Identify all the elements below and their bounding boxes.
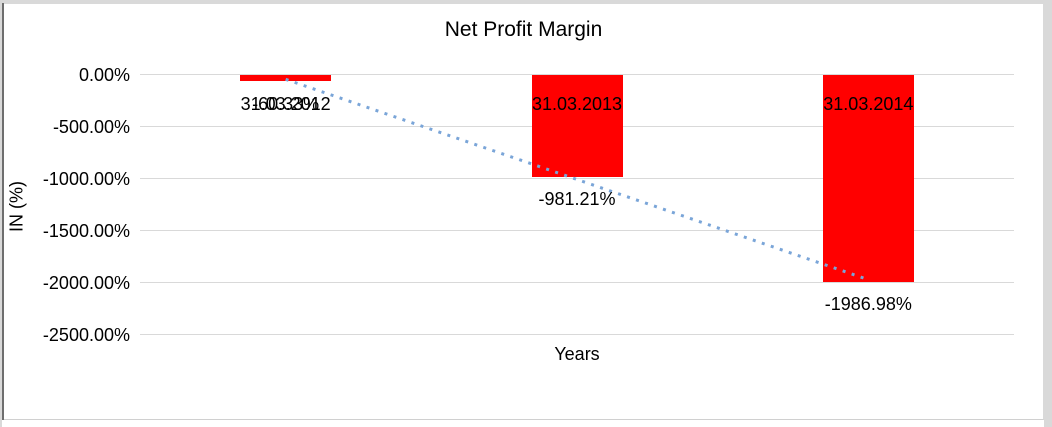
category-label-31.03.2012: 31.03.2012: [240, 94, 331, 114]
chart-panel: Net Profit Margin IN (%) 0.00% -500.00% -1…: [4, 4, 1044, 420]
frame-border-right: [1044, 0, 1052, 427]
category-label-31.03.2014: 31.03.2014: [823, 94, 914, 114]
y-tick-label: -1000.00%: [42, 168, 130, 189]
frame-border-top: [0, 0, 1052, 4]
gridline: [140, 282, 1014, 283]
x-axis-title: Years: [554, 344, 600, 364]
y-tick-label: -2000.00%: [42, 272, 130, 293]
frame-border-left: [0, 0, 2, 427]
bar-31.03.2013: [531, 75, 623, 178]
bar-31.03.2012: [240, 75, 332, 82]
data-label-31.03.2012: -60.33%: [252, 94, 320, 114]
y-tick-label: -500.00%: [52, 116, 130, 137]
gridline: [140, 334, 1014, 335]
category-label-31.03.2013: 31.03.2013: [531, 94, 623, 114]
frame-border-left-line: [2, 3, 4, 420]
data-label-31.03.2013: -981.21%: [538, 189, 616, 210]
y-tick-label: 0.00%: [78, 64, 130, 85]
data-label-31.03.2014: -1986.98%: [824, 293, 912, 314]
chart-title: Net Profit Margin: [444, 18, 603, 41]
y-tick-label: -1500.00%: [42, 220, 130, 241]
gridline: [140, 74, 1014, 75]
y-tick-label: -2500.00%: [42, 324, 130, 345]
